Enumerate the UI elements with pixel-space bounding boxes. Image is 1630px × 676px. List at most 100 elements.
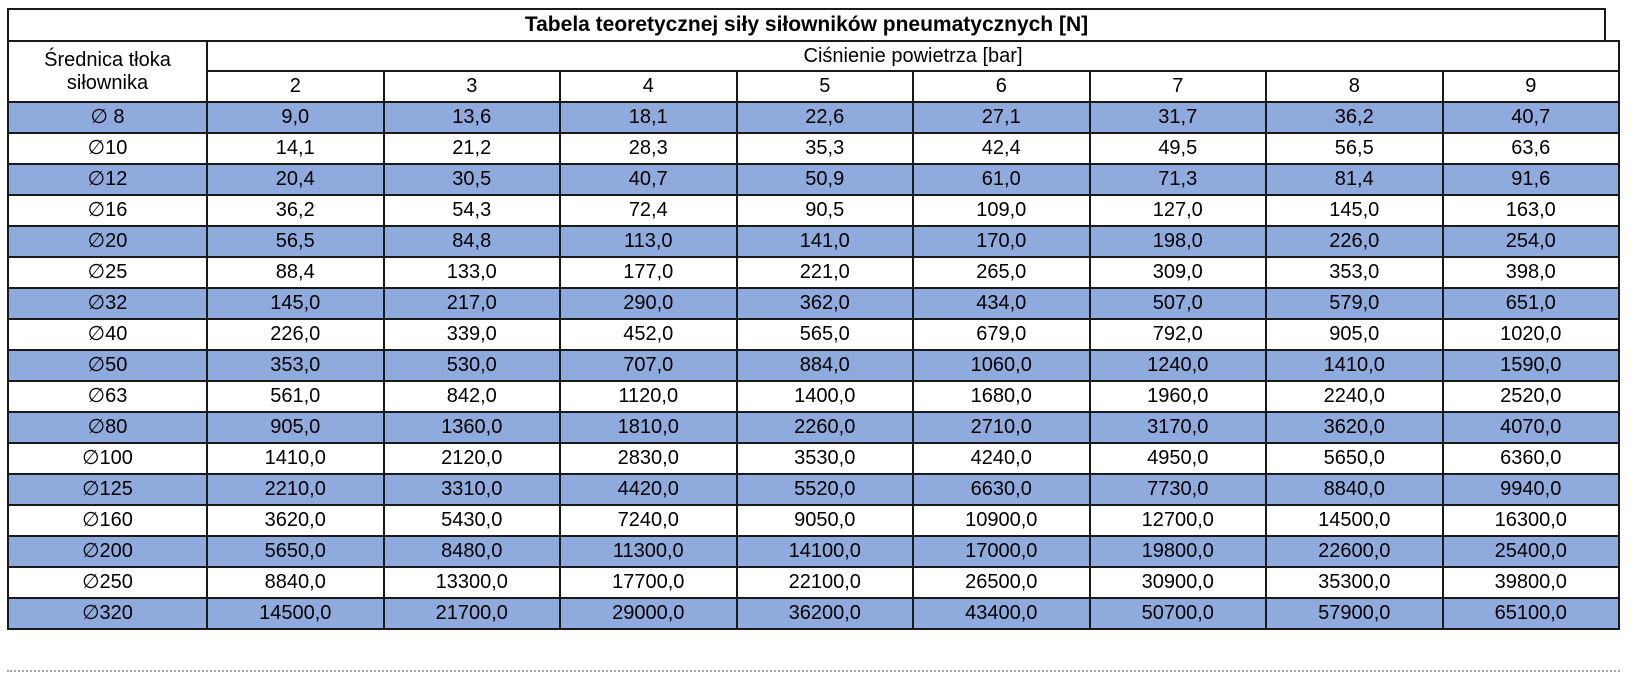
force-value-cell: 6630,0 bbox=[912, 473, 1091, 506]
diameter-cell: ∅125 bbox=[7, 473, 208, 506]
force-value-cell: 905,0 bbox=[1265, 318, 1444, 351]
pressure-column-header: 2 bbox=[206, 70, 385, 103]
force-value-cell: 22,6 bbox=[735, 101, 914, 134]
table-row: ∅125 2210,0 3310,0 4420,0 5520,0 6630,0 7730,0… bbox=[7, 473, 1620, 506]
diameter-cell: ∅160 bbox=[7, 504, 208, 537]
table-title: Tabela teoretycznej siły siłowników pneu… bbox=[7, 8, 1606, 42]
table-row: ∅20 56,5 84,8 113,0 141,0 170,0 198,0 226,0 254,… bbox=[7, 225, 1620, 258]
diameter-cell: ∅50 bbox=[7, 349, 208, 382]
pressure-column-header: 6 bbox=[912, 70, 1091, 103]
force-value-cell: 141,0 bbox=[735, 225, 914, 258]
force-value-cell: 30900,0 bbox=[1088, 566, 1267, 599]
table-row: ∅320 14500,0 21700,0 29000,0 36200,0 43400,0 5… bbox=[7, 597, 1620, 630]
force-value-cell: 1960,0 bbox=[1088, 380, 1267, 413]
force-value-cell: 6360,0 bbox=[1441, 442, 1620, 475]
diameter-cell: ∅12 bbox=[7, 163, 208, 196]
force-value-cell: 65100,0 bbox=[1441, 597, 1620, 630]
force-value-cell: 31,7 bbox=[1088, 101, 1267, 134]
force-value-cell: 8480,0 bbox=[382, 535, 561, 568]
force-value-cell: 50,9 bbox=[735, 163, 914, 196]
force-value-cell: 1400,0 bbox=[735, 380, 914, 413]
table-row: ∅16 36,2 54,3 72,4 90,5 109,0 127,0 145,0 163,0 bbox=[7, 194, 1620, 227]
force-value-cell: 5650,0 bbox=[206, 535, 385, 568]
force-value-cell: 5650,0 bbox=[1265, 442, 1444, 475]
force-value-cell: 1020,0 bbox=[1441, 318, 1620, 351]
force-value-cell: 35300,0 bbox=[1265, 566, 1444, 599]
diameter-cell: ∅80 bbox=[7, 411, 208, 444]
force-value-cell: 4070,0 bbox=[1441, 411, 1620, 444]
force-value-cell: 133,0 bbox=[382, 256, 561, 289]
force-value-cell: 1590,0 bbox=[1441, 349, 1620, 382]
force-value-cell: 1360,0 bbox=[382, 411, 561, 444]
force-value-cell: 3170,0 bbox=[1088, 411, 1267, 444]
force-value-cell: 884,0 bbox=[735, 349, 914, 382]
diameter-cell: ∅200 bbox=[7, 535, 208, 568]
force-value-cell: 16300,0 bbox=[1441, 504, 1620, 537]
force-value-cell: 36,2 bbox=[1265, 101, 1444, 134]
force-value-cell: 14,1 bbox=[206, 132, 385, 165]
force-value-cell: 353,0 bbox=[206, 349, 385, 382]
force-value-cell: 579,0 bbox=[1265, 287, 1444, 320]
force-value-cell: 1240,0 bbox=[1088, 349, 1267, 382]
force-value-cell: 452,0 bbox=[559, 318, 738, 351]
force-value-cell: 2520,0 bbox=[1441, 380, 1620, 413]
diameter-cell: ∅100 bbox=[7, 442, 208, 475]
force-value-cell: 56,5 bbox=[1265, 132, 1444, 165]
force-value-cell: 679,0 bbox=[912, 318, 1091, 351]
table-row: ∅12 20,4 30,5 40,7 50,9 61,0 71,3 81,4 91,6 bbox=[7, 163, 1620, 196]
table-header: Średnica tłoka siłownika Ciśnienie powie… bbox=[7, 40, 1620, 103]
force-value-cell: 1680,0 bbox=[912, 380, 1091, 413]
force-value-cell: 2240,0 bbox=[1265, 380, 1444, 413]
table-row: ∅32 145,0 217,0 290,0 362,0 434,0 507,0 579,0 65… bbox=[7, 287, 1620, 320]
force-value-cell: 792,0 bbox=[1088, 318, 1267, 351]
force-value-cell: 7730,0 bbox=[1088, 473, 1267, 506]
pressure-column-header: 7 bbox=[1088, 70, 1267, 103]
force-value-cell: 71,3 bbox=[1088, 163, 1267, 196]
force-value-cell: 9940,0 bbox=[1441, 473, 1620, 506]
force-value-cell: 339,0 bbox=[382, 318, 561, 351]
table-row: ∅ 8 9,0 13,6 18,1 22,6 27,1 31,7 36,2 40,7 bbox=[7, 101, 1620, 134]
force-value-cell: 198,0 bbox=[1088, 225, 1267, 258]
force-value-cell: 707,0 bbox=[559, 349, 738, 382]
force-value-cell: 905,0 bbox=[206, 411, 385, 444]
pressure-column-header: 8 bbox=[1265, 70, 1444, 103]
force-value-cell: 5430,0 bbox=[382, 504, 561, 537]
pressure-column-header: 5 bbox=[735, 70, 914, 103]
diameter-cell: ∅10 bbox=[7, 132, 208, 165]
force-value-cell: 13,6 bbox=[382, 101, 561, 134]
force-value-cell: 14500,0 bbox=[206, 597, 385, 630]
table-row: ∅250 8840,0 13300,0 17700,0 22100,0 26500,0 30… bbox=[7, 566, 1620, 599]
force-value-cell: 11300,0 bbox=[559, 535, 738, 568]
force-value-cell: 5520,0 bbox=[735, 473, 914, 506]
force-value-cell: 72,4 bbox=[559, 194, 738, 227]
table-row: ∅40 226,0 339,0 452,0 565,0 679,0 792,0 905,0 10… bbox=[7, 318, 1620, 351]
diameter-cell: ∅16 bbox=[7, 194, 208, 227]
table-row: ∅10 14,1 21,2 28,3 35,3 42,4 49,5 56,5 63,6 bbox=[7, 132, 1620, 165]
force-value-cell: 177,0 bbox=[559, 256, 738, 289]
force-value-cell: 84,8 bbox=[382, 225, 561, 258]
force-value-cell: 217,0 bbox=[382, 287, 561, 320]
force-value-cell: 17000,0 bbox=[912, 535, 1091, 568]
diameter-cell: ∅32 bbox=[7, 287, 208, 320]
force-value-cell: 30,5 bbox=[382, 163, 561, 196]
force-value-cell: 2260,0 bbox=[735, 411, 914, 444]
force-value-cell: 27,1 bbox=[912, 101, 1091, 134]
force-value-cell: 13300,0 bbox=[382, 566, 561, 599]
force-value-cell: 54,3 bbox=[382, 194, 561, 227]
force-value-cell: 10900,0 bbox=[912, 504, 1091, 537]
force-value-cell: 1060,0 bbox=[912, 349, 1091, 382]
air-pressure-group-header: Ciśnienie powietrza [bar] bbox=[206, 40, 1620, 72]
force-value-cell: 22100,0 bbox=[735, 566, 914, 599]
force-value-cell: 88,4 bbox=[206, 256, 385, 289]
force-value-cell: 2710,0 bbox=[912, 411, 1091, 444]
force-value-cell: 14500,0 bbox=[1265, 504, 1444, 537]
diameter-cell: ∅ 8 bbox=[7, 101, 208, 134]
force-value-cell: 36,2 bbox=[206, 194, 385, 227]
force-value-cell: 3310,0 bbox=[382, 473, 561, 506]
force-value-cell: 18,1 bbox=[559, 101, 738, 134]
force-value-cell: 9,0 bbox=[206, 101, 385, 134]
force-value-cell: 40,7 bbox=[1441, 101, 1620, 134]
force-value-cell: 651,0 bbox=[1441, 287, 1620, 320]
force-value-cell: 127,0 bbox=[1088, 194, 1267, 227]
pressure-column-header: 9 bbox=[1441, 70, 1620, 103]
